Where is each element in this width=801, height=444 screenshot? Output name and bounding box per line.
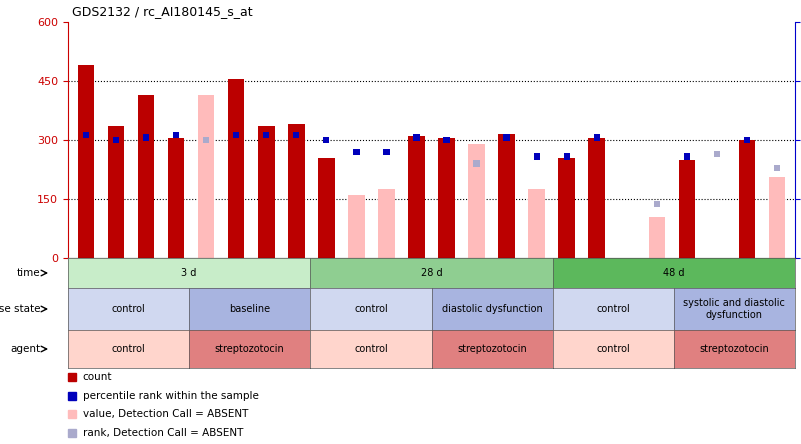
Text: streptozotocin: streptozotocin: [215, 344, 284, 354]
Bar: [384, 149, 389, 155]
Bar: [774, 165, 780, 171]
Bar: [473, 160, 480, 167]
Text: agent: agent: [10, 344, 41, 354]
Bar: [498, 134, 515, 258]
Bar: [288, 124, 304, 258]
Bar: [438, 138, 455, 258]
Text: value, Detection Call = ABSENT: value, Detection Call = ABSENT: [83, 409, 248, 419]
Bar: [143, 135, 149, 141]
Bar: [504, 135, 509, 141]
Bar: [293, 132, 300, 139]
Bar: [654, 201, 660, 207]
Text: percentile rank within the sample: percentile rank within the sample: [83, 391, 259, 401]
Bar: [228, 79, 244, 258]
Text: systolic and diastolic
dysfunction: systolic and diastolic dysfunction: [683, 298, 785, 320]
Bar: [444, 137, 449, 143]
Bar: [378, 189, 395, 258]
Bar: [348, 195, 364, 258]
Bar: [594, 135, 600, 141]
Bar: [529, 189, 545, 258]
Text: GDS2132 / rc_AI180145_s_at: GDS2132 / rc_AI180145_s_at: [72, 4, 252, 18]
Bar: [684, 153, 690, 160]
Bar: [714, 151, 720, 157]
Text: 48 d: 48 d: [663, 268, 685, 278]
Text: disease state: disease state: [0, 304, 41, 314]
Bar: [558, 158, 575, 258]
Bar: [324, 137, 329, 143]
Bar: [739, 140, 755, 258]
Text: streptozotocin: streptozotocin: [699, 344, 769, 354]
Bar: [533, 153, 540, 160]
Bar: [108, 126, 124, 258]
Text: baseline: baseline: [229, 304, 270, 314]
Bar: [589, 138, 605, 258]
Text: control: control: [111, 344, 146, 354]
Bar: [413, 135, 420, 141]
Bar: [469, 144, 485, 258]
Bar: [353, 149, 360, 155]
Bar: [769, 177, 785, 258]
Bar: [233, 132, 239, 139]
Bar: [83, 132, 89, 139]
Bar: [173, 132, 179, 139]
Bar: [258, 126, 275, 258]
Bar: [678, 160, 695, 258]
Text: 28 d: 28 d: [421, 268, 442, 278]
Text: rank, Detection Call = ABSENT: rank, Detection Call = ABSENT: [83, 428, 243, 438]
Text: streptozotocin: streptozotocin: [457, 344, 527, 354]
Bar: [744, 137, 750, 143]
Text: control: control: [597, 344, 630, 354]
Text: 3 d: 3 d: [182, 268, 197, 278]
Text: control: control: [597, 304, 630, 314]
Text: time: time: [17, 268, 41, 278]
Bar: [138, 95, 155, 258]
Text: control: control: [111, 304, 146, 314]
Text: control: control: [354, 344, 388, 354]
Text: count: count: [83, 372, 112, 382]
Bar: [78, 65, 95, 258]
Text: control: control: [354, 304, 388, 314]
Text: diastolic dysfunction: diastolic dysfunction: [441, 304, 542, 314]
Bar: [714, 151, 720, 157]
Bar: [409, 136, 425, 258]
Bar: [168, 138, 184, 258]
Bar: [198, 95, 215, 258]
Bar: [203, 137, 209, 143]
Bar: [318, 158, 335, 258]
Bar: [564, 153, 570, 160]
Bar: [649, 217, 665, 258]
Bar: [264, 132, 269, 139]
Bar: [113, 137, 119, 143]
